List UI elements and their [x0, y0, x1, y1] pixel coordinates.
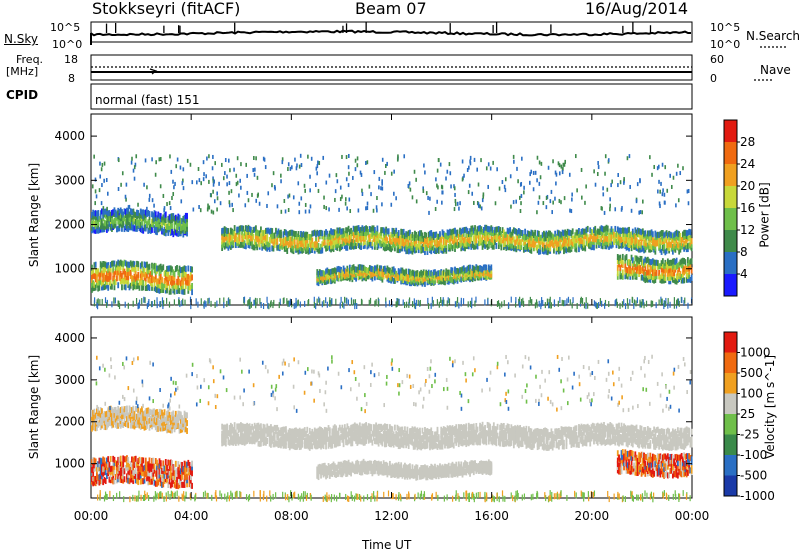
- power-ytick-label: 3000: [54, 173, 85, 187]
- power-colorbar-swatch: [724, 252, 737, 275]
- noise-right-tick-top: 10^5: [710, 21, 741, 34]
- power-ytick-label: 4000: [54, 129, 85, 143]
- velocity-colorbar-swatch: [724, 373, 737, 394]
- noise-search-label: N.Search: [746, 29, 800, 43]
- freq-left-tick-top: 18: [64, 53, 78, 66]
- power-ytick-label: 2000: [54, 218, 85, 232]
- xtick-label: 08:00: [274, 509, 309, 523]
- xtick-label: 16:00: [474, 509, 509, 523]
- xtick-label: 04:00: [174, 509, 209, 523]
- noise-left-tick-top: 10^5: [50, 21, 81, 34]
- velocity-colorbar-tick-label: -500: [740, 469, 767, 483]
- velocity-colorbar-tick-label: -1000: [740, 489, 775, 503]
- freq-blip: [149, 68, 158, 75]
- velocity-colorbar-tick-label: 1000: [740, 346, 771, 360]
- freq-unit-label: [MHz]: [6, 65, 39, 78]
- velocity-ytick-label: 1000: [54, 457, 85, 471]
- nave-right-tick-bottom: 0: [710, 72, 717, 85]
- station-title: Stokkseyri (fitACF): [92, 0, 241, 18]
- cpid-panel-frame: [90, 83, 693, 110]
- cpid-value: normal (fast) 151: [95, 93, 200, 107]
- nave-right-tick-top: 60: [710, 53, 724, 66]
- velocity-colorbar-tick-label: -100: [740, 448, 767, 462]
- power-colorbar-swatch: [724, 142, 737, 165]
- freq-panel-frame: [90, 54, 693, 81]
- velocity-colorbar-swatch: [724, 455, 737, 476]
- velocity-colorbar-swatch: [724, 414, 737, 435]
- velocity-colorbar-tick-label: 25: [740, 407, 755, 421]
- velocity-colorbar-swatch: [724, 475, 737, 497]
- power-colorbar-swatch: [724, 120, 737, 143]
- power-colorbar-tick-label: 16: [740, 201, 755, 215]
- nave-label: Nave: [760, 63, 791, 77]
- noise-panel-frame: [90, 21, 693, 43]
- power-colorbar-tick-label: 20: [740, 179, 755, 193]
- xtick-label: 12:00: [374, 509, 409, 523]
- beam-label: Beam 07: [355, 0, 427, 18]
- power-colorbar-swatch: [724, 230, 737, 253]
- noise-right-tick-bottom: 10^0: [710, 38, 741, 51]
- velocity-colorbar-tick-label: 500: [740, 366, 763, 380]
- power-colorbar-swatch: [724, 164, 737, 187]
- time-xlabel: Time UT: [362, 538, 412, 552]
- xtick-label: 20:00: [575, 509, 610, 523]
- power-colorbar-tick-label: 12: [740, 223, 755, 237]
- power-colorbar-tick-label: 8: [740, 245, 748, 259]
- power-ytick-label: 1000: [54, 262, 85, 276]
- date-label: 16/Aug/2014: [585, 0, 689, 18]
- velocity-colorbar-swatch: [724, 434, 737, 456]
- velocity-ytick-label: 4000: [54, 331, 85, 345]
- freq-label: Freq.: [16, 53, 44, 66]
- velocity-ytick-label: 2000: [54, 415, 85, 429]
- power-colorbar-swatch: [724, 274, 737, 297]
- velocity-colorbar-swatch: [724, 352, 737, 374]
- noise-left-tick-bottom: 10^0: [52, 38, 83, 51]
- xtick-label: 00:00: [675, 509, 710, 523]
- velocity-ytick-label: 3000: [54, 373, 85, 387]
- power-colorbar-tick-label: 24: [740, 157, 755, 171]
- noise-sky-label: N.Sky: [4, 32, 39, 46]
- velocity-colorbar-tick-label: -25: [740, 428, 760, 442]
- power-colorbar-tick-label: 4: [740, 267, 748, 281]
- velocity-colorbar-swatch: [724, 332, 737, 353]
- xtick-label: 00:00: [74, 509, 109, 523]
- power-colorbar-swatch: [724, 208, 737, 231]
- velocity-colorbar-tick-label: 100: [740, 387, 763, 401]
- cpid-label: CPID: [6, 88, 39, 102]
- power-colorbar-tick-label: 28: [740, 135, 755, 149]
- velocity-colorbar-swatch: [724, 393, 737, 415]
- freq-left-tick-bottom: 8: [68, 72, 75, 85]
- noise-sky-line: [90, 29, 691, 37]
- power-colorbar-swatch: [724, 186, 737, 209]
